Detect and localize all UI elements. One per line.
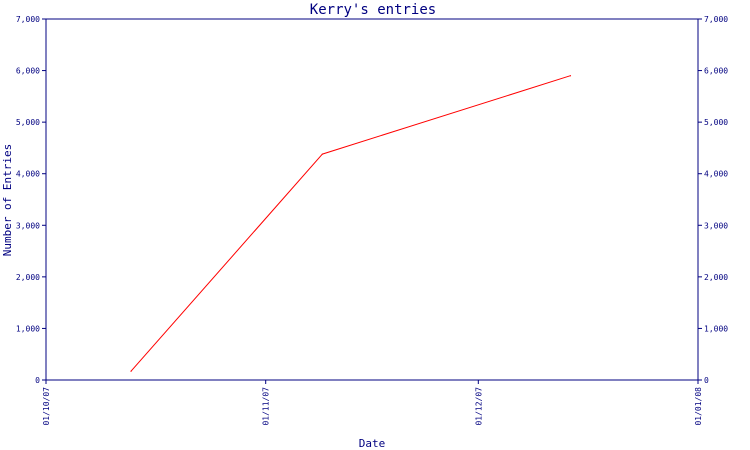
y-tick-label-left-3: 3,000 (16, 221, 40, 230)
y-tick-label-right-7: 7,000 (704, 15, 728, 24)
y-tick-label-left-2: 2,000 (16, 273, 40, 282)
y-tick-label-left-1: 1,000 (16, 324, 40, 333)
y-tick-label-right-5: 5,000 (704, 118, 728, 127)
y-tick-label-right-2: 2,000 (704, 273, 728, 282)
chart-title: Kerry's entries (310, 2, 436, 18)
series-group (130, 75, 572, 372)
y-tick-label-left-7: 7,000 (16, 15, 40, 24)
x-axis: 01/10/07 01/11/07 01/12/07 01/01/08 (42, 380, 703, 426)
y-tick-label-right-1: 1,000 (704, 324, 728, 333)
data-point-0-0 (130, 370, 132, 372)
data-point-0-1 (321, 153, 323, 155)
x-tick-label-1: 01/11/07 (262, 387, 271, 426)
data-point-0-2 (569, 75, 572, 77)
y-axis-right: 0 1,000 2,000 3,000 4,000 5,000 6,000 7,000 (698, 15, 728, 385)
x-tick-label-3: 01/01/08 (694, 387, 703, 426)
plot-frame (45, 18, 699, 381)
series-line-0 (130, 75, 571, 372)
y-tick-label-left-4: 4,000 (16, 170, 40, 179)
x-tick-label-0: 01/10/07 (42, 387, 51, 426)
x-tick-label-2: 01/12/07 (474, 387, 483, 426)
y-axis-left: 0 1,000 2,000 3,000 4,000 5,000 6,000 7,000 (16, 15, 46, 385)
y-tick-label-left-6: 6,000 (16, 67, 40, 76)
y-axis-label: Number of Entries (1, 144, 14, 257)
y-tick-label-right-6: 6,000 (704, 67, 728, 76)
y-tick-label-left-5: 5,000 (16, 118, 40, 127)
y-tick-label-right-0: 0 (704, 376, 709, 385)
y-tick-label-right-4: 4,000 (704, 170, 728, 179)
y-tick-label-left-0: 0 (35, 376, 40, 385)
x-axis-label: Date (359, 437, 386, 450)
y-tick-label-right-3: 3,000 (704, 221, 728, 230)
